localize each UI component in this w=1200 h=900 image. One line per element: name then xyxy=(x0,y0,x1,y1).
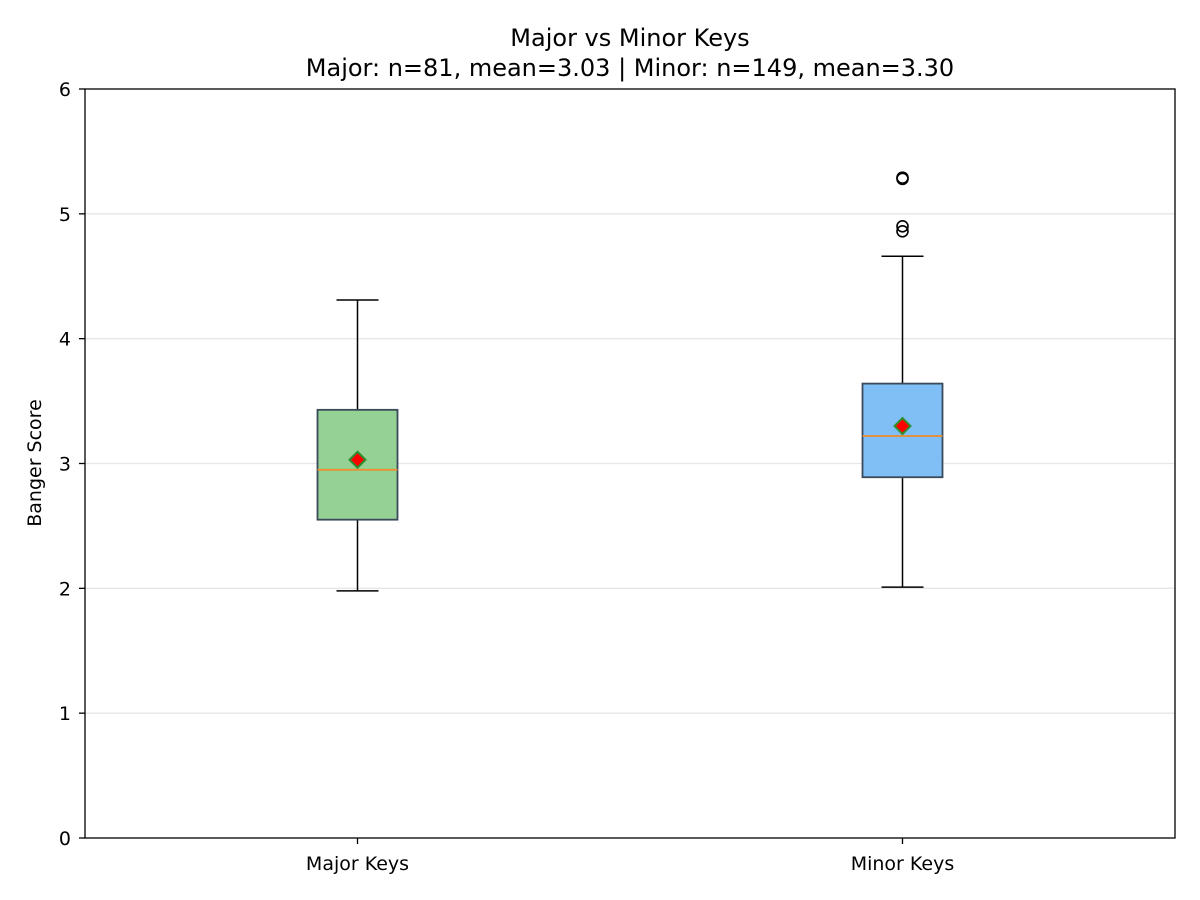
x-tick-label: Major Keys xyxy=(306,853,409,875)
y-axis-ticks: 0 1 2 3 4 5 6 xyxy=(59,79,85,850)
plot-frame xyxy=(84,88,1176,839)
y-tick-label: 2 xyxy=(59,578,71,600)
y-tick-label: 5 xyxy=(59,204,71,226)
y-tick-label: 3 xyxy=(59,454,71,476)
mean-marker xyxy=(893,416,912,436)
chart-subtitle: Major: n=81, mean=3.03 | Minor: n=149, m… xyxy=(306,54,954,82)
boxes xyxy=(316,171,944,592)
box-group xyxy=(316,299,399,592)
y-tick-label: 6 xyxy=(59,79,71,101)
y-tick-label: 4 xyxy=(59,329,71,351)
outlier-point xyxy=(896,225,909,238)
y-tick-label: 0 xyxy=(59,828,71,850)
x-tick-label: Minor Keys xyxy=(851,853,955,875)
box-group xyxy=(861,171,944,588)
y-axis-label: Banger Score xyxy=(24,399,46,527)
x-axis-ticks: Major Keys Minor Keys xyxy=(306,838,954,875)
mean-marker xyxy=(348,450,367,470)
outlier-point xyxy=(896,171,909,184)
outlier-point xyxy=(896,220,909,233)
grid-lines xyxy=(85,213,1175,714)
chart-title: Major vs Minor Keys xyxy=(510,24,749,52)
y-tick-label: 1 xyxy=(59,703,71,725)
